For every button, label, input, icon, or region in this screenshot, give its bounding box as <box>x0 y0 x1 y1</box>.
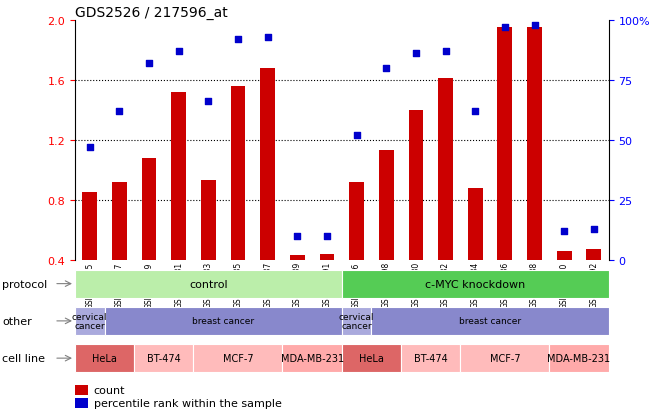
Text: GDS2526 / 217596_at: GDS2526 / 217596_at <box>75 6 228 20</box>
Bar <box>260 69 275 260</box>
Bar <box>379 151 394 260</box>
Bar <box>105 307 342 335</box>
Text: other: other <box>2 316 32 326</box>
Point <box>292 233 303 240</box>
Bar <box>201 181 215 260</box>
Point <box>322 233 332 240</box>
Text: MDA-MB-231: MDA-MB-231 <box>547 353 611 363</box>
Text: HeLa: HeLa <box>359 353 384 363</box>
Bar <box>372 307 609 335</box>
Bar <box>497 28 512 260</box>
Point <box>233 36 243 43</box>
Bar <box>75 344 134 372</box>
Point <box>529 22 540 29</box>
Text: cervical
cancer: cervical cancer <box>72 312 107 330</box>
Text: protocol: protocol <box>2 279 48 289</box>
Text: count: count <box>94 385 125 395</box>
Bar <box>401 344 460 372</box>
Bar <box>82 193 97 260</box>
Point <box>144 60 154 67</box>
Bar <box>342 270 609 298</box>
Bar <box>527 28 542 260</box>
Point <box>85 144 95 151</box>
Point <box>559 228 570 235</box>
Bar <box>349 182 364 260</box>
Text: breast cancer: breast cancer <box>459 317 521 325</box>
Bar <box>142 158 156 260</box>
Bar <box>342 344 401 372</box>
Text: MCF-7: MCF-7 <box>490 353 520 363</box>
Point <box>470 108 480 115</box>
Point <box>440 48 450 55</box>
Bar <box>75 270 342 298</box>
Bar <box>460 344 549 372</box>
Bar <box>468 188 482 260</box>
Text: breast cancer: breast cancer <box>192 317 254 325</box>
Point <box>589 226 599 233</box>
Text: MDA-MB-231: MDA-MB-231 <box>281 353 344 363</box>
Text: control: control <box>189 279 228 289</box>
Bar <box>171 93 186 260</box>
Bar <box>193 344 283 372</box>
Text: c-MYC knockdown: c-MYC knockdown <box>425 279 525 289</box>
Text: cervical
cancer: cervical cancer <box>339 312 374 330</box>
Text: MCF-7: MCF-7 <box>223 353 253 363</box>
Bar <box>342 307 372 335</box>
Text: cell line: cell line <box>2 353 45 363</box>
Bar <box>75 385 89 395</box>
Point <box>262 34 273 41</box>
Point <box>381 65 391 72</box>
Bar <box>438 79 453 260</box>
Point <box>173 48 184 55</box>
Point <box>203 99 214 105</box>
Bar <box>409 111 423 260</box>
Bar <box>320 254 335 260</box>
Bar <box>549 344 609 372</box>
Bar <box>230 86 245 260</box>
Bar <box>587 250 602 260</box>
Bar <box>557 251 572 260</box>
Point <box>500 24 510 31</box>
Point <box>411 51 421 57</box>
Bar <box>75 398 89 408</box>
Text: BT-474: BT-474 <box>147 353 181 363</box>
Bar <box>134 344 193 372</box>
Bar <box>283 344 342 372</box>
Text: percentile rank within the sample: percentile rank within the sample <box>94 398 281 408</box>
Text: BT-474: BT-474 <box>414 353 448 363</box>
Bar <box>75 307 105 335</box>
Bar <box>112 182 127 260</box>
Point <box>352 132 362 139</box>
Text: HeLa: HeLa <box>92 353 117 363</box>
Bar <box>290 256 305 260</box>
Point <box>114 108 124 115</box>
